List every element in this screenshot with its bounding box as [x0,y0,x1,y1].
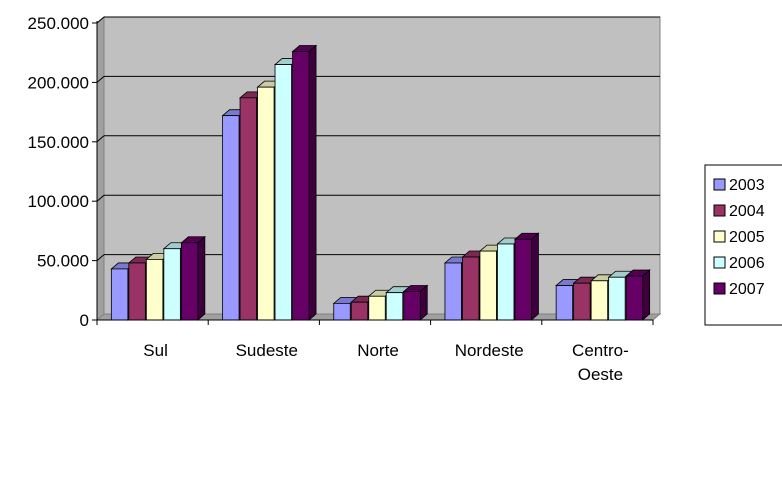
y-tick-label: 150.000 [28,133,89,152]
legend-label: 2005 [729,229,765,246]
legend-label: 2006 [729,255,765,272]
bar-side [308,44,317,321]
bar-front [257,86,275,321]
legend-swatch-2005 [713,230,726,243]
gridlines [96,16,660,261]
bar-2007-Nordeste [513,232,540,321]
legend-swatch-2006 [713,256,726,269]
x-tick-label: Oeste [578,365,623,384]
bar-front [573,282,591,321]
legend-box [704,164,782,326]
bar-2007-Centro-Oeste [625,269,651,321]
bar-front [608,276,626,321]
bar-front [497,243,515,321]
y-tick-label: 250.000 [28,14,89,33]
bar-front [514,238,532,321]
bar-front [333,302,351,321]
y-tick-label: 0 [80,311,89,330]
bar-front [479,250,497,321]
bar-2007-Norte [402,284,429,321]
bar-front [444,262,462,321]
bar-front [222,115,240,321]
bar-front [403,291,421,321]
bar-2007-Sul [180,235,206,321]
legend-label: 2007 [729,281,765,298]
bar-2007-Sudeste [291,44,318,321]
legend-swatch-2003 [713,178,726,191]
x-tick-label: Norte [357,341,399,360]
x-tick-label: Nordeste [455,341,524,360]
bar-front [239,97,257,321]
gridline-diagonal [96,76,105,83]
legend: 2003 2004 2005 2006 2007 [704,164,782,326]
gridline-diagonal [96,194,105,202]
bar-front [163,248,181,321]
bar-front [462,256,480,321]
bar-front [180,242,199,321]
bar-front [274,64,292,321]
bar-front [625,275,644,321]
legend-swatch-2004 [713,204,726,217]
bar-front [128,262,146,321]
legend-label: 2004 [729,203,765,220]
bar-front [385,292,404,321]
y-tick-label: 50.000 [37,252,89,271]
bar-front [110,268,129,321]
bar-front [590,280,609,321]
y-tick-label: 200.000 [28,73,89,92]
gridline-diagonal [96,16,105,24]
axes: 0 50.000 100.000 150.000 200.000 250.000 Sul Su… [28,14,654,384]
bar-side [642,269,651,321]
legend-swatch-2007 [713,282,726,295]
gridline-diagonal [96,254,105,261]
bar-front [368,295,386,321]
bar-front [145,259,164,321]
bar-side [531,232,539,321]
bar-side [197,235,206,321]
gridline-diagonal [96,135,105,143]
y-tick-label: 100.000 [28,192,89,211]
legend-label: 2003 [729,177,765,194]
plot-side-wall [96,15,105,322]
bar-front [350,301,369,321]
x-tick-label: Sul [143,341,168,360]
x-tick-label: Centro- [572,341,629,360]
x-tick-label: Sudeste [236,341,298,360]
bar-front [292,51,310,321]
bar-front [555,285,574,321]
